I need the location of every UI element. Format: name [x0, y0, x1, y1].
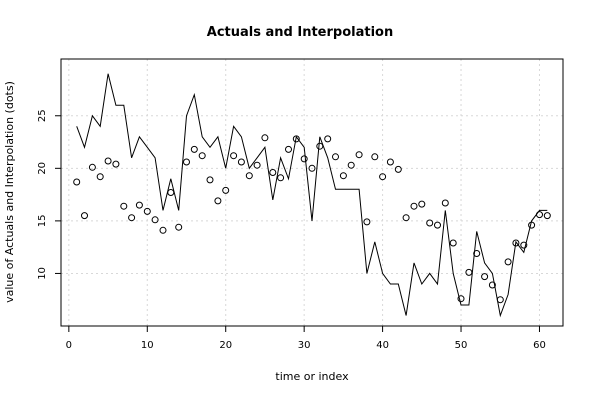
- interpolation-point: [496, 296, 504, 304]
- x-axis: 0 10 20 30 40 50 60: [66, 326, 546, 351]
- interpolation-point: [347, 161, 355, 169]
- interpolation-point: [222, 186, 230, 194]
- interpolation-point: [481, 273, 489, 281]
- x-tick-label: 0: [66, 340, 72, 351]
- interpolation-point: [386, 158, 394, 166]
- x-tick-label: 40: [376, 340, 389, 351]
- interpolation-point: [504, 258, 512, 266]
- interpolation-point: [402, 214, 410, 222]
- interpolation-point: [410, 202, 418, 210]
- interpolation-point: [300, 155, 308, 163]
- interpolation-point: [449, 239, 457, 247]
- y-tick-label: 15: [37, 215, 48, 228]
- interpolation-point: [465, 268, 473, 276]
- interpolation-point: [128, 214, 136, 222]
- plot-frame: [60, 58, 564, 327]
- grid-layer: [61, 59, 563, 326]
- interpolation-point: [512, 239, 520, 247]
- x-axis-label: time or index: [275, 370, 349, 383]
- interpolation-point: [183, 158, 190, 166]
- interpolation-point: [190, 145, 198, 153]
- interpolation-point: [112, 160, 120, 168]
- interpolation-point: [175, 223, 183, 231]
- interpolation-point: [528, 221, 536, 229]
- y-tick-label: 10: [37, 267, 48, 280]
- x-tick-label: 60: [533, 340, 546, 351]
- interpolation-point: [418, 200, 426, 208]
- y-tick-label: 20: [37, 162, 48, 175]
- interpolation-point: [543, 212, 551, 220]
- interpolation-point: [167, 189, 175, 196]
- interpolation-point: [488, 281, 496, 289]
- interpolation-point: [135, 201, 143, 209]
- interpolation-point: [73, 178, 81, 186]
- interpolation-point: [277, 174, 285, 182]
- interpolation-point: [88, 163, 96, 171]
- interpolation-point: [214, 197, 222, 205]
- interpolation-point: [536, 211, 543, 219]
- interpolation-point: [355, 151, 363, 159]
- interpolation-point: [120, 202, 128, 210]
- x-tick-label: 20: [219, 340, 232, 351]
- interpolation-point: [316, 142, 324, 150]
- interpolation-point: [269, 169, 277, 176]
- interpolation-point: [96, 173, 104, 181]
- interpolation-point: [473, 250, 481, 257]
- interpolation-point: [324, 135, 332, 143]
- interpolation-point: [457, 295, 465, 303]
- interpolation-point: [81, 212, 88, 220]
- interpolation-point: [292, 135, 300, 143]
- x-tick-label: 10: [141, 340, 154, 351]
- actuals-line: [76, 73, 548, 318]
- interpolation-point: [104, 157, 112, 165]
- interpolation-point: [159, 226, 167, 234]
- interpolation-point: [230, 152, 238, 160]
- y-axis: 10 15 20 25: [37, 109, 61, 280]
- interpolation-point: [434, 221, 441, 229]
- interpolation-point: [285, 145, 292, 153]
- interpolation-point: [520, 241, 528, 249]
- interpolation-point: [198, 152, 206, 160]
- interpolation-point: [206, 176, 214, 184]
- x-tick-label: 50: [455, 340, 468, 351]
- point-series-layer: [73, 134, 551, 304]
- interpolation-point: [245, 172, 253, 180]
- interpolation-point: [363, 218, 371, 226]
- interpolation-point: [261, 134, 269, 142]
- chart-title: Actuals and Interpolation: [207, 25, 393, 40]
- interpolation-point: [237, 158, 245, 166]
- interpolation-point: [143, 207, 151, 215]
- interpolation-point: [394, 165, 402, 173]
- y-axis-label: value of Actuals and Interpolation (dots…: [3, 81, 16, 303]
- y-tick-label: 25: [37, 109, 48, 122]
- x-tick-label: 30: [298, 340, 311, 351]
- interpolation-point: [308, 164, 316, 172]
- interpolation-point: [371, 153, 379, 161]
- interpolation-point: [332, 153, 339, 161]
- interpolation-point: [253, 161, 261, 169]
- line-series-layer: [76, 73, 548, 318]
- interpolation-point: [379, 173, 387, 181]
- interpolation-point: [426, 219, 434, 227]
- interpolation-point: [151, 216, 159, 224]
- interpolation-point: [339, 172, 347, 180]
- interpolation-point: [441, 199, 449, 207]
